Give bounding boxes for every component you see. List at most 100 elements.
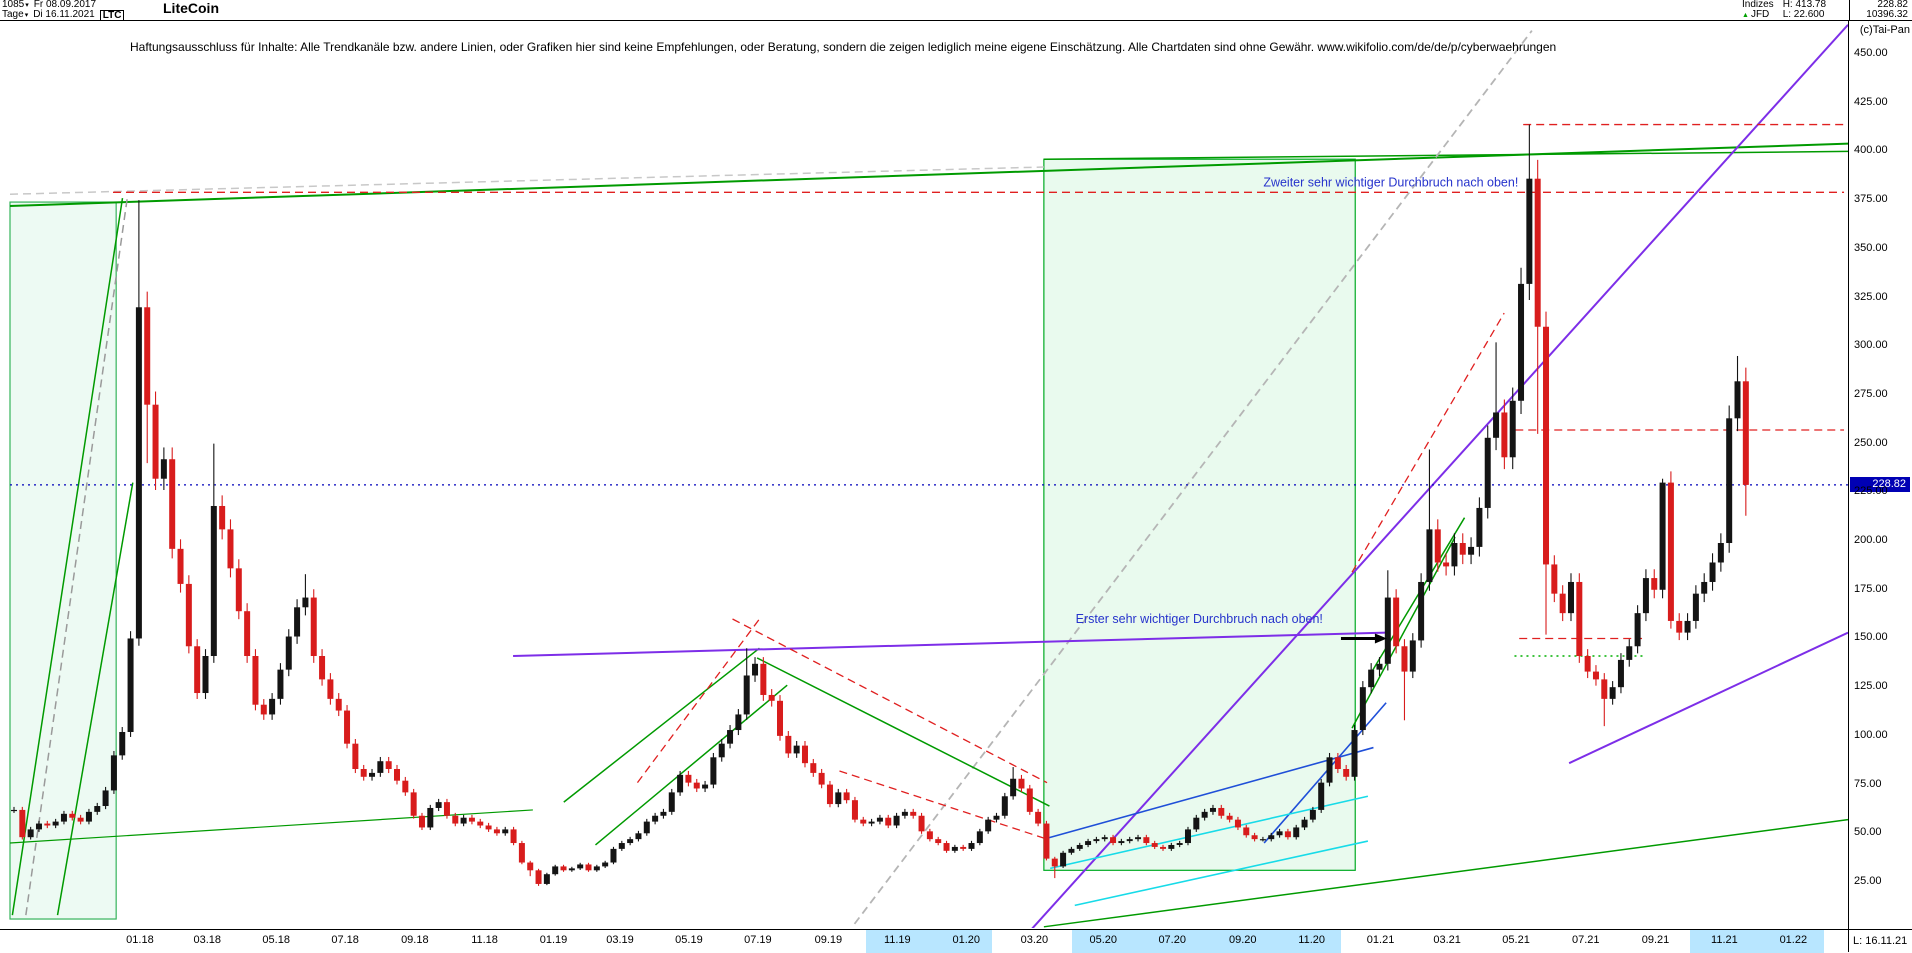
chevron-down-icon: ▾	[25, 1, 29, 9]
left-channel-gray-dashed	[25, 198, 128, 916]
x-axis-label: 07.21	[1572, 934, 1600, 946]
y-axis-label: 200.00	[1854, 534, 1888, 547]
cyan-channel-1	[1050, 795, 1369, 870]
channel-2019-green-lower	[594, 684, 788, 846]
red-dashed-wedge-lower	[839, 770, 1048, 840]
x-axis-label: 03.21	[1433, 934, 1461, 946]
x-axis: 01.18 03.18 05.18 07.18 09.18 11.18 01.19 03.19…	[0, 929, 1912, 953]
x-axis-label: 09.19	[814, 934, 843, 946]
uptrend-2020-green-2	[1368, 517, 1466, 676]
y-axis-label: 275.00	[1854, 387, 1888, 400]
y-axis-label: 375.00	[1854, 193, 1888, 206]
y-axis-label: 225.00	[1854, 485, 1888, 498]
red-dashed-2021-rise	[1351, 312, 1505, 573]
gray-top-dashed	[9, 166, 1044, 196]
violet-rising-long	[1031, 24, 1848, 928]
bars-count-value: 1085	[2, 0, 25, 10]
red-dashed-wedge-upper	[732, 618, 1048, 784]
accumulation-zone-2020	[1043, 158, 1356, 871]
last-price-tag: 228.82	[1850, 476, 1910, 492]
y-axis-label: 250.00	[1854, 436, 1888, 449]
channel-2019-green-upper	[563, 647, 760, 803]
candles-layer	[11, 124, 1749, 886]
violet-horizontal	[513, 631, 1387, 658]
feed-label: JFD	[1750, 9, 1770, 20]
x-axis-label: 09.18	[401, 934, 429, 946]
cyan-channel-2	[1074, 840, 1369, 907]
quote-info: Indizes ▲ JFD H: 413.78 L: 22.600	[1742, 0, 1826, 21]
violet-support-2021	[1568, 631, 1848, 765]
y-axis-label: 450.00	[1854, 47, 1888, 59]
blue-channel-2020-upper	[1043, 746, 1374, 840]
x-axis-label: 03.18	[193, 934, 222, 946]
y-axis-label: 300.00	[1854, 339, 1888, 352]
breakout-zone-2017	[9, 201, 117, 920]
annotation-text: Zweiter sehr wichtiger Durchbruch nach o…	[1263, 175, 1518, 189]
chart-settings: 1085 ▾ Fr 08.09.2017 Tage ▾ Di 16.11.202…	[2, 0, 125, 21]
x-axis-label: 07.18	[331, 934, 359, 946]
toolbar: 1085 ▾ Fr 08.09.2017 Tage ▾ Di 16.11.202…	[0, 0, 1912, 21]
y-axis-label: 150.00	[1854, 631, 1888, 644]
quote-values: 228.82 10396.32	[1849, 0, 1910, 20]
timeframe-value: Tage	[2, 9, 24, 20]
annotation-text: Erster sehr wichtiger Durchbruch nach ob…	[1076, 612, 1323, 626]
support-green-bottom	[1043, 818, 1848, 928]
bars-count-select[interactable]: 1085 ▾	[2, 0, 29, 10]
symbol-chip[interactable]: LTC	[99, 9, 125, 21]
y-axis-label: 425.00	[1854, 95, 1888, 108]
start-date-field[interactable]: Fr 08.09.2017	[33, 0, 97, 10]
plot-area: Zweiter sehr wichtiger Durchbruch nach o…	[9, 24, 1848, 928]
x-axis-highlight	[1071, 930, 1341, 953]
x-axis-label: 03.20	[1020, 934, 1049, 946]
x-axis-label: 07.19	[744, 934, 772, 946]
x-axis-label: 01.21	[1366, 934, 1395, 946]
gray-diagonal-dashed	[853, 30, 1533, 925]
y-axis-label: 175.00	[1854, 582, 1888, 595]
y-axis-label: 400.00	[1854, 144, 1888, 157]
x-axis-label: 11.18	[471, 934, 498, 946]
instrument-title: LiteCoin	[163, 0, 219, 16]
timeframe-select[interactable]: Tage ▾	[2, 10, 28, 20]
x-axis-label: 05.18	[262, 934, 290, 946]
resistance-green-long	[9, 142, 1848, 207]
index-value: 10396.32	[1866, 9, 1908, 20]
resistance-green-2	[1043, 150, 1848, 160]
y-axis-label: 75.00	[1854, 777, 1882, 790]
x-axis-label: 11.20	[1298, 934, 1325, 946]
up-triangle-icon: ▲	[1742, 12, 1749, 19]
x-axis-label: 11.21	[1711, 934, 1738, 946]
y-axis-label: 350.00	[1854, 241, 1888, 254]
last-price-value: 228.82	[1877, 0, 1908, 10]
x-axis-label: 01.22	[1779, 934, 1808, 946]
y-axis-label: 100.00	[1854, 728, 1888, 741]
period-high-label: H: 413.78	[1782, 0, 1827, 10]
x-axis-label: 01.18	[126, 934, 154, 946]
x-axis-label: 05.21	[1502, 934, 1530, 946]
left-channel-green-2	[56, 482, 134, 916]
y-axis-label: 125.00	[1854, 680, 1888, 693]
x-axis-highlight	[1689, 930, 1825, 953]
y-axis-label: 50.00	[1854, 826, 1882, 839]
x-axis-label: 09.21	[1641, 934, 1670, 946]
period-low-label: L: 22.600	[1782, 9, 1825, 20]
x-axis-label: 05.20	[1089, 934, 1118, 946]
x-axis-highlight	[865, 930, 993, 953]
x-axis-label: 01.19	[539, 934, 568, 946]
disclaimer-text: Haftungsausschluss für Inhalte: Alle Tre…	[130, 40, 1557, 54]
red-dashed-2019-rise	[636, 618, 760, 784]
x-axis-label: 09.20	[1228, 934, 1257, 946]
left-channel-green-1	[11, 198, 124, 916]
y-axis: (c)Tai-Pan 228.82 450.00 425.00 400.00 375.…	[1848, 20, 1912, 929]
end-date-field[interactable]: Di 16.11.2021	[33, 9, 95, 20]
last-date-label: L: 16.11.21	[1848, 929, 1912, 952]
y-axis-label: 25.00	[1854, 875, 1882, 887]
indizes-menu[interactable]: Indizes	[1742, 0, 1774, 10]
downtrend-2019-green	[756, 657, 1050, 807]
x-axis-label: 05.19	[675, 934, 703, 946]
copyright-label: (c)Tai-Pan	[1859, 24, 1910, 36]
breakout-arrow-head	[1374, 633, 1387, 644]
x-axis-label: 01.20	[952, 934, 980, 946]
y-axis-label: 325.00	[1854, 290, 1888, 303]
chevron-down-icon: ▾	[24, 11, 29, 19]
